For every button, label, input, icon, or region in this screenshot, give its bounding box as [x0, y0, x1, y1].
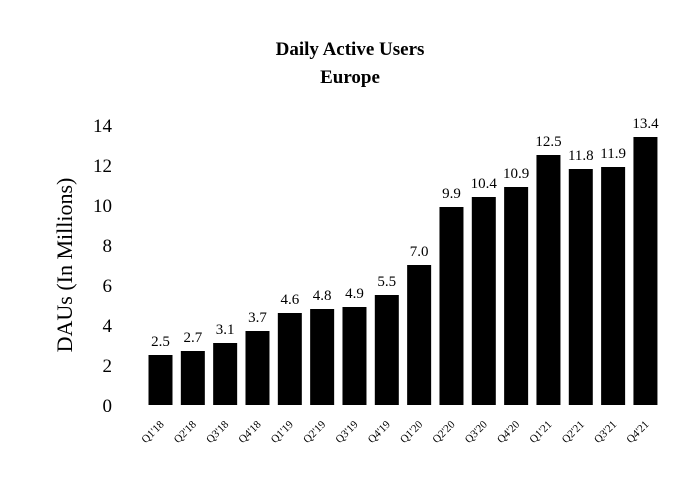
y-tick-label: 6	[103, 276, 113, 297]
x-category-label: Q3'18	[204, 418, 232, 446]
bars-group	[148, 137, 658, 405]
x-category-label: Q3'19	[333, 418, 361, 446]
bar-value-label: 5.5	[377, 274, 396, 290]
x-category-label: Q3'21	[592, 419, 619, 446]
bar-value-label: 10.4	[471, 176, 498, 192]
bar-value-label: 11.9	[600, 146, 626, 162]
y-axis-label: DAUs (In Millions)	[52, 178, 77, 353]
bar	[407, 265, 432, 405]
x-category-label: Q2'20	[430, 418, 458, 446]
chart-title: Daily Active Users	[276, 39, 425, 60]
x-category-label: Q1'20	[398, 418, 426, 446]
y-tick-label: 8	[103, 236, 113, 257]
bar-value-label: 3.1	[216, 322, 235, 338]
x-category-label: Q2'18	[172, 418, 200, 446]
y-tick-label: 14	[93, 116, 113, 137]
chart-subtitle: Europe	[320, 67, 380, 88]
bar	[245, 331, 270, 405]
x-category-label: Q2'19	[301, 418, 329, 446]
bar-value-label: 2.5	[151, 334, 170, 350]
y-tick-label: 12	[93, 156, 112, 177]
bar	[310, 309, 335, 405]
bar	[213, 343, 238, 405]
bar	[342, 307, 367, 405]
x-category-label: Q4'19	[366, 418, 394, 446]
bar-value-label: 13.4	[632, 116, 659, 132]
bar-value-label: 2.7	[183, 330, 202, 346]
bar	[568, 169, 593, 405]
y-tick-label: 4	[103, 316, 113, 337]
bar-value-label: 4.6	[280, 292, 299, 308]
x-category-label: Q2'21	[560, 419, 587, 446]
bar	[504, 187, 529, 405]
bar	[536, 155, 561, 405]
x-category-label: Q4'18	[236, 418, 264, 446]
category-labels-group: Q1'18 Q2'18 Q3'18 Q4'18 Q1'19 Q2'19 Q3'19 Q4'19…	[139, 418, 651, 446]
y-tick-label: 0	[103, 396, 113, 417]
bar	[180, 351, 205, 405]
bar-value-label: 4.8	[313, 288, 332, 304]
bar-value-label: 12.5	[535, 134, 561, 150]
x-category-label: Q4'20	[495, 418, 523, 446]
value-labels-group: 2.5 2.7 3.1 3.7 4.6 4.8 4.9 5.5 7.0 9.9 10.4 10.9 12…	[151, 116, 659, 350]
bar	[277, 313, 302, 405]
bar	[633, 137, 658, 405]
bar-value-label: 11.8	[568, 148, 594, 164]
y-tick-label: 2	[103, 356, 113, 377]
bar-value-label: 10.9	[503, 166, 529, 182]
bar	[374, 295, 399, 405]
bar-value-label: 4.9	[345, 286, 364, 302]
bar	[471, 197, 496, 405]
bar-value-label: 7.0	[410, 244, 429, 260]
bar	[148, 355, 173, 405]
bar-value-label: 3.7	[248, 310, 267, 326]
bar	[439, 207, 464, 405]
x-category-label: Q3'20	[463, 418, 491, 446]
bar-value-label: 9.9	[442, 186, 461, 202]
bar	[601, 167, 626, 405]
x-category-label: Q1'21	[527, 419, 554, 446]
x-category-label: Q1'18	[139, 418, 167, 446]
y-axis-ticks: 0 2 4 6 8 10 12 14	[93, 116, 113, 417]
y-tick-label: 10	[93, 196, 112, 217]
x-category-label: Q4'21	[624, 419, 651, 446]
x-category-label: Q1'19	[269, 418, 297, 446]
